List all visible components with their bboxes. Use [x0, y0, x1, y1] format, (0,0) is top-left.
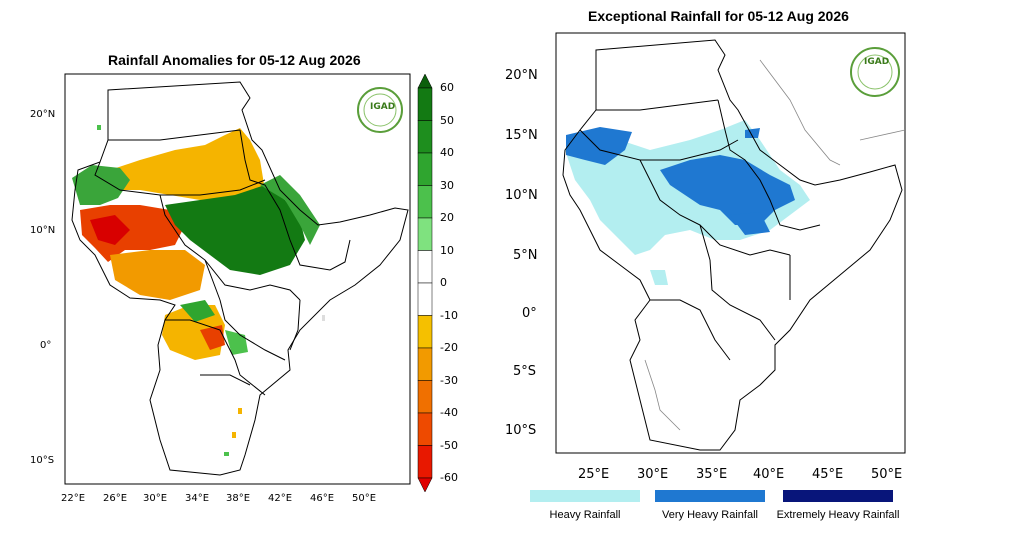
legend-swatch-heavy: [530, 490, 640, 502]
right-lon-tick: 30°E: [637, 467, 669, 482]
colorbar-label: -10: [440, 308, 458, 322]
right-rainfall-field: [565, 120, 810, 285]
right-lon-tick: 35°E: [696, 467, 728, 482]
right-lat-tick: 5°S: [513, 364, 537, 379]
right-lat-tick: 10°N: [505, 188, 538, 203]
colorbar-label: 10: [440, 243, 454, 257]
left-lon-tick: 34°E: [185, 493, 210, 504]
left-logo-text: IGAD: [370, 102, 396, 112]
right-rivers: [644, 59, 906, 431]
left-anomaly-field: [72, 125, 325, 456]
right-lat-tick: 10°S: [505, 423, 537, 438]
right-lon-tick: 40°E: [753, 467, 785, 482]
left-lon-tick: 46°E: [310, 493, 335, 504]
dry-zone-southwest: [110, 250, 205, 300]
right-igad-logo-icon: [850, 47, 900, 97]
wet-zone-equator: [180, 300, 215, 322]
colorbar-label: 40: [440, 146, 454, 159]
wet-zone-west: [72, 165, 130, 205]
legend-swatch-extremely-heavy: [783, 490, 893, 502]
right-map-frame: [555, 32, 906, 454]
left-lon-tick: 30°E: [143, 493, 168, 504]
left-lon-tick: 38°E: [226, 493, 251, 504]
right-lat-tick: 15°N: [505, 128, 538, 143]
left-lon-tick: 26°E: [103, 493, 128, 504]
left-colorbar: [417, 73, 433, 493]
colorbar-label: -50: [440, 438, 458, 452]
legend-label-extremely-heavy: Extremely Heavy Rainfall: [776, 509, 900, 521]
right-lat-tick: 20°N: [505, 68, 538, 83]
very-heavy-rainfall-west: [566, 127, 632, 165]
colorbar-label: 0: [440, 276, 447, 289]
very-heavy-rainfall-east: [730, 212, 770, 235]
dry-zone-north: [95, 128, 265, 200]
colorbar-label: 20: [440, 211, 454, 224]
left-lat-tick: 10°N: [30, 225, 56, 236]
wet-zone-central-light: [260, 175, 320, 245]
left-lat-tick: 20°N: [30, 109, 56, 120]
legend-swatch-very-heavy: [655, 490, 765, 502]
colorbar-label: 50: [440, 113, 454, 127]
left-lon-tick: 42°E: [268, 493, 293, 504]
colorbar-bottom-arrow: [417, 477, 433, 493]
colorbar-label: -60: [440, 471, 458, 484]
right-map-title: Exceptional Rainfall for 05-12 Aug 2026: [588, 8, 849, 24]
colorbar-label: 30: [440, 178, 454, 192]
left-country-borders: [71, 81, 409, 476]
heavy-rainfall-south: [650, 270, 668, 285]
left-lon-tick: 22°E: [61, 493, 86, 504]
right-lat-tick: 0°: [522, 306, 537, 321]
very-heavy-rainfall-central: [660, 155, 795, 225]
left-lat-tick: 0°: [40, 340, 52, 351]
colorbar-label: -30: [440, 373, 458, 387]
colorbar-label: 60: [440, 81, 454, 94]
left-igad-logo-icon: [357, 87, 403, 133]
dry-zone-west-core: [90, 215, 130, 245]
dry-zone-equator-core: [200, 325, 225, 350]
right-lon-tick: 50°E: [871, 467, 903, 482]
right-lon-tick: 45°E: [812, 467, 844, 482]
right-lon-tick: 25°E: [578, 467, 610, 482]
left-map-title: Rainfall Anomalies for 05-12 Aug 2026: [108, 52, 361, 68]
left-lon-tick: 50°E: [352, 493, 377, 504]
legend-label-heavy: Heavy Rainfall: [549, 509, 621, 521]
left-lat-tick: 10°S: [30, 455, 55, 466]
colorbar-label: -40: [440, 406, 458, 419]
right-lat-tick: 5°N: [513, 248, 538, 263]
colorbar-label: -20: [440, 341, 458, 354]
legend-label-very-heavy: Very Heavy Rainfall: [662, 509, 758, 521]
right-country-borders: [562, 39, 903, 451]
wet-zone-central: [165, 185, 305, 275]
right-logo-text: IGAD: [864, 57, 890, 67]
